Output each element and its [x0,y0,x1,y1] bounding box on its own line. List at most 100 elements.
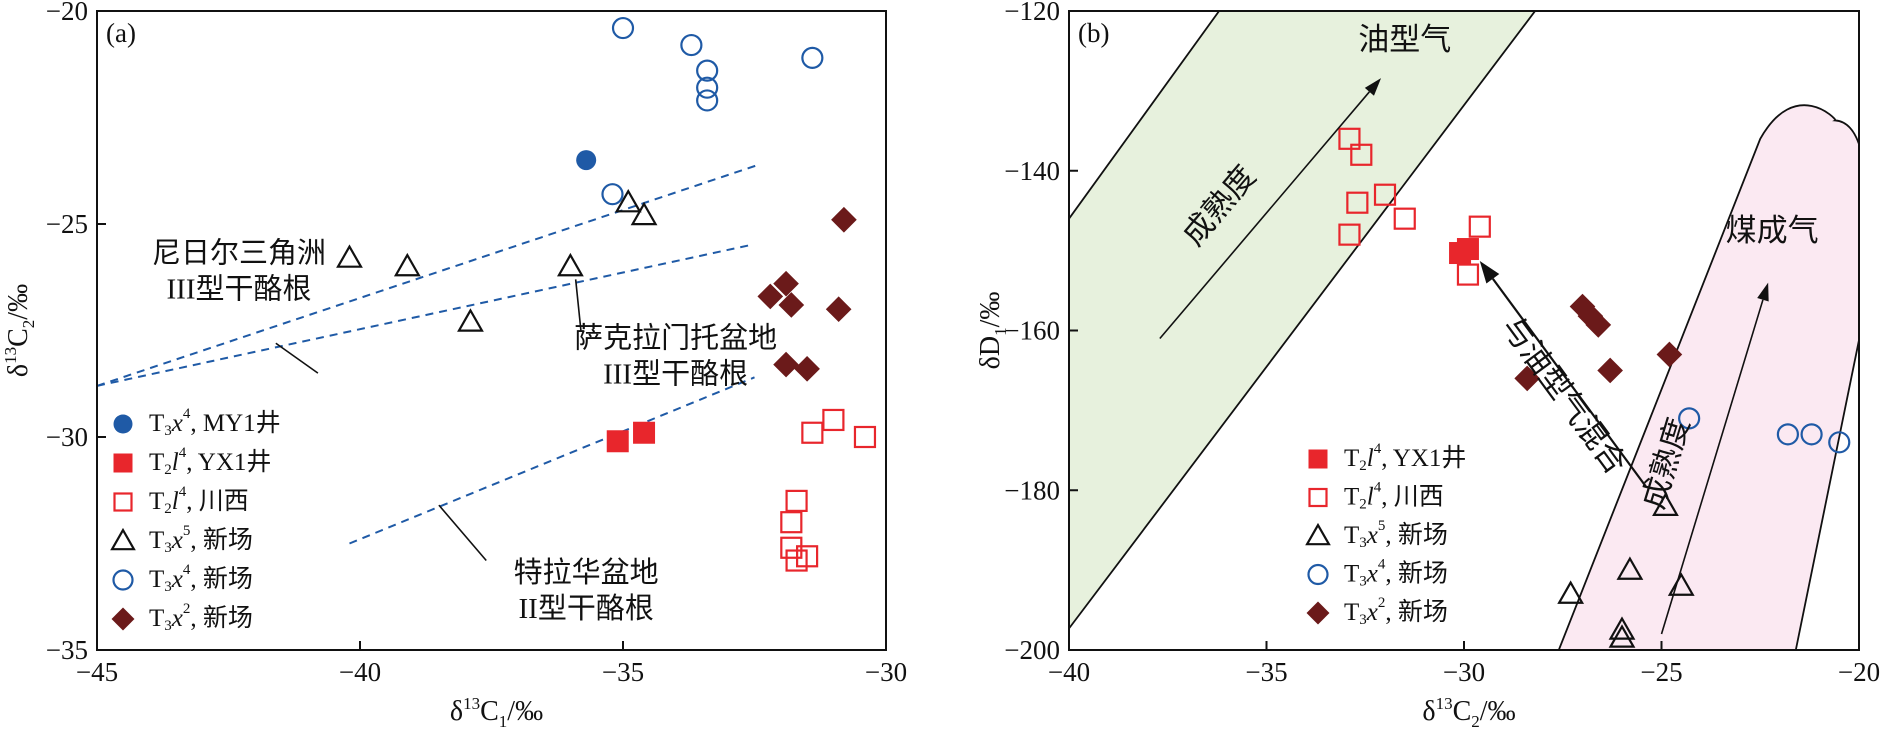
data-point [611,16,635,40]
plot-area [1069,11,1859,650]
x-tick-label: −20 [1838,657,1880,687]
data-point [1608,616,1636,640]
data-point [1456,263,1480,286]
panel-label: (b) [1078,18,1109,48]
data-point [822,408,845,432]
x-axis-title: δ13C2/‰ [1422,694,1515,729]
y-tick-label: −120 [1004,0,1060,26]
oil-gas-label: 油型气 [1358,22,1451,57]
data-point [1557,580,1585,604]
legend-marker [113,414,133,434]
annotation-leader [275,342,319,374]
y-tick-label: −25 [46,209,88,239]
data-point [794,356,820,382]
data-point [1678,407,1701,430]
legend-label: T3x4, 新场 [1344,557,1448,590]
kerogen-reference-line [349,376,755,545]
legend-label: T2l4, 川西 [149,484,249,517]
legend-marker [1305,522,1331,546]
legend-label: T3x4, 新场 [149,562,253,595]
kerogen-annotation: II型干酪根 [519,592,654,625]
panel-label: (a) [106,18,136,48]
maturity-arrow [1159,91,1371,340]
data-point [1667,572,1695,596]
data-point [633,421,656,444]
legend-label: T3x5, 新场 [1344,518,1448,551]
kerogen-annotation: 萨克拉门托盆地 [574,322,777,355]
data-point [393,252,421,277]
coal-gas-label: 煤成气 [1726,213,1819,248]
data-point [1514,365,1541,392]
data-point [1468,215,1491,238]
y-axis-title: δ13C2/‰ [1,284,38,377]
data-point [1656,341,1683,368]
x-tick-label: −40 [1048,657,1090,687]
data-point [1776,423,1800,446]
legend-marker [1306,601,1330,625]
y-tick-label: −160 [1004,316,1060,346]
data-point [778,292,805,318]
data-point [780,536,803,559]
data-point [757,283,784,310]
y-tick-label: −200 [1004,635,1060,665]
data-point [1800,423,1823,446]
x-tick-label: −45 [76,657,118,687]
maturity-arrowhead [1364,78,1382,96]
y-tick-label: −20 [46,0,88,26]
oil-gas-zone [1069,11,1537,631]
kerogen-reference-line [97,163,761,387]
data-point [1616,556,1644,580]
plot-area [97,16,877,572]
panel-a-chart: −45 −40 −35 −30 −35 −30 −25 −20 δ13C1/‰ δ13C2/‰ (a… [1,0,907,729]
x-tick-label: −30 [865,657,907,687]
legend-label: T2l4, YX1井 [149,445,271,478]
data-point [576,150,597,171]
data-point [601,183,624,206]
data-point [1597,357,1623,384]
mixing-arrow [1491,278,1647,487]
legend-marker [1308,487,1328,508]
legend-marker [1307,563,1329,586]
legend-label: T2l4, 川西 [1344,480,1444,513]
data-point [1828,431,1851,454]
legend-label: T2l4, YX1井 [1344,441,1466,474]
axes-frame [96,10,887,651]
data-point [801,421,824,444]
y-axis-title: δD1/‰ [975,292,1010,370]
legend-marker [113,492,133,512]
data-point [1350,143,1373,166]
data-point [795,545,819,568]
legend-marker [113,453,133,473]
annotation-leader [574,279,582,331]
data-point [801,46,824,69]
data-point [1393,207,1416,230]
data-point [696,89,719,112]
data-point [773,351,799,378]
maturity-arrowhead [1757,282,1769,302]
data-point [696,59,719,82]
data-point [780,511,803,534]
data-point [1585,312,1612,338]
data-point [1338,127,1361,150]
x-tick-label: −35 [1245,657,1287,687]
legend-marker [112,569,134,591]
x-tick-label: −35 [602,657,644,687]
data-point [1456,238,1479,261]
legend-marker [110,527,136,551]
mixing-arrowhead [1479,261,1500,284]
data-point [557,252,584,277]
data-point [1608,624,1636,648]
data-point [457,308,484,332]
maturity-arrow [1660,299,1764,635]
y-tick-label: −180 [1004,475,1060,505]
data-point [680,33,703,57]
data-point [630,201,658,226]
data-point [1652,492,1679,516]
legend-marker [1308,449,1328,469]
data-point [853,425,877,449]
y-tick-label: −30 [46,422,88,452]
y-tick-label: −140 [1004,156,1060,186]
kerogen-annotation: III型干酪根 [167,272,312,305]
